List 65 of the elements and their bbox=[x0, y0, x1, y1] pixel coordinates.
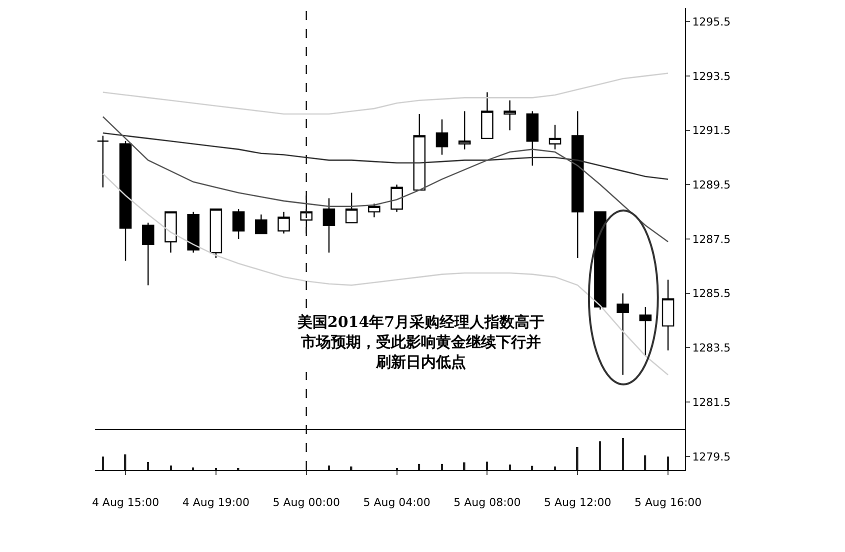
candlestick bbox=[142, 222, 154, 286]
candlestick bbox=[571, 110, 584, 259]
y-tick-label: 1293.5 bbox=[692, 70, 731, 83]
x-tick-label: 5 Aug 00:00 bbox=[272, 496, 340, 510]
bar bbox=[644, 455, 646, 470]
y-tick-label: 1295.5 bbox=[692, 15, 731, 28]
line-series bbox=[102, 132, 669, 180]
x-tick-label: 5 Aug 12:00 bbox=[544, 496, 612, 510]
candlestick bbox=[616, 292, 629, 376]
bar bbox=[554, 466, 556, 470]
candlestick bbox=[413, 113, 426, 191]
y-tick-label: 1289.5 bbox=[692, 178, 731, 192]
candlestick bbox=[210, 208, 222, 259]
candlestick bbox=[458, 110, 471, 150]
candlestick bbox=[278, 211, 290, 234]
candlestick bbox=[255, 214, 268, 234]
bar bbox=[576, 446, 578, 470]
line-series bbox=[102, 116, 669, 242]
annotation: 美国2014年7月采购经理人指数高于市场预期，受此影响黄金继续下行并刷新日内低点 bbox=[296, 312, 546, 372]
bar bbox=[667, 456, 669, 470]
candlestick bbox=[119, 140, 132, 262]
bar bbox=[418, 464, 420, 470]
line-series bbox=[102, 173, 669, 376]
bar bbox=[350, 466, 352, 470]
candlestick bbox=[639, 306, 652, 356]
bar bbox=[599, 441, 601, 470]
candlestick bbox=[390, 184, 403, 212]
candlestick bbox=[504, 100, 516, 131]
y-tick-label: 1287.5 bbox=[692, 232, 731, 246]
bar bbox=[147, 462, 149, 470]
candlestick bbox=[548, 124, 562, 150]
line-series bbox=[102, 72, 669, 115]
bar bbox=[622, 438, 624, 470]
bar bbox=[509, 464, 511, 470]
y-tick-label: 1291.5 bbox=[692, 124, 731, 138]
candlestick bbox=[232, 208, 245, 240]
bar bbox=[441, 464, 443, 470]
y-tick-label: 1279.5 bbox=[692, 450, 731, 464]
y-tick-label: 1285.5 bbox=[692, 287, 731, 300]
y-tick-label: 1281.5 bbox=[692, 396, 731, 409]
candlestick bbox=[322, 198, 336, 254]
candlestick bbox=[164, 211, 177, 254]
bar bbox=[531, 466, 534, 470]
bar bbox=[328, 466, 330, 470]
candlestick bbox=[96, 135, 110, 188]
bar bbox=[486, 462, 488, 470]
candlestick bbox=[481, 92, 494, 140]
x-tick-label: 5 Aug 08:00 bbox=[454, 496, 521, 510]
candlestick bbox=[368, 203, 380, 218]
bar bbox=[192, 467, 194, 470]
candlestick bbox=[594, 211, 606, 310]
x-tick-label: 4 Aug 19:00 bbox=[182, 496, 250, 510]
bar bbox=[124, 454, 126, 470]
bar bbox=[463, 462, 466, 470]
candlestick bbox=[436, 118, 448, 156]
x-tick-label: 5 Aug 16:00 bbox=[634, 496, 702, 510]
candlestick bbox=[187, 211, 200, 254]
candlestick bbox=[526, 110, 539, 166]
candlestick bbox=[345, 192, 358, 224]
bar bbox=[170, 466, 172, 470]
candlestick bbox=[662, 279, 674, 352]
x-tick-label: 5 Aug 04:00 bbox=[363, 496, 430, 510]
x-tick-label: 4 Aug 15:00 bbox=[92, 496, 160, 510]
y-tick-label: 1283.5 bbox=[692, 342, 731, 355]
bar bbox=[102, 456, 104, 470]
